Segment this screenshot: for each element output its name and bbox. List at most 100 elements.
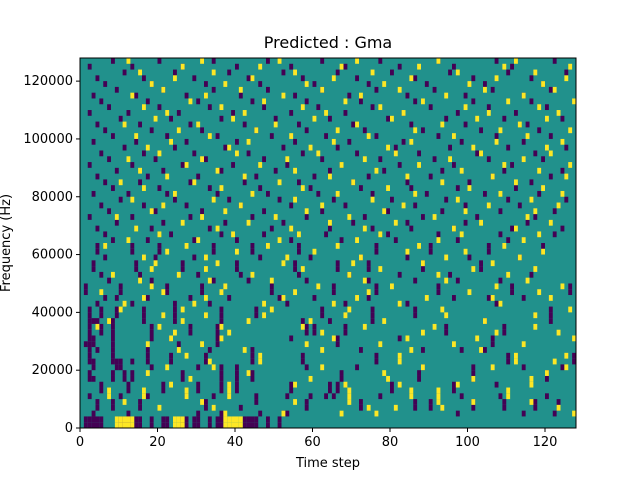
heatmap-cell-high bbox=[378, 341, 383, 348]
heatmap-cell-high bbox=[421, 329, 425, 336]
heatmap-cell-low bbox=[138, 422, 142, 428]
heatmap-cell-high bbox=[401, 110, 406, 116]
heatmap-cell-high bbox=[138, 277, 142, 284]
heatmap-cell-high bbox=[568, 127, 573, 134]
heatmap-cell-low bbox=[300, 150, 305, 157]
heatmap-cell-low bbox=[293, 92, 297, 99]
heatmap-cell-high bbox=[142, 387, 146, 394]
heatmap-cell-low bbox=[114, 86, 119, 93]
heatmap-cell-low bbox=[130, 63, 135, 70]
heatmap-cell-high bbox=[157, 323, 162, 330]
heatmap-cell-low bbox=[153, 254, 158, 261]
heatmap-cell-high bbox=[362, 323, 367, 330]
heatmap-cell-low bbox=[235, 364, 239, 371]
heatmap-cell-low bbox=[560, 225, 565, 232]
heatmap-cell-high bbox=[258, 358, 263, 365]
heatmap-cell-high bbox=[173, 190, 177, 197]
heatmap-cell-low bbox=[219, 306, 224, 313]
heatmap-cell-low bbox=[118, 393, 123, 400]
heatmap-cell-high bbox=[118, 416, 123, 423]
heatmap-cell-low bbox=[246, 150, 251, 157]
heatmap-cell-low bbox=[192, 150, 197, 157]
heatmap-cell-low bbox=[304, 404, 309, 411]
heatmap-cell-high bbox=[401, 202, 406, 209]
heatmap-cell-high bbox=[200, 156, 204, 163]
heatmap-cell-high bbox=[204, 254, 208, 261]
heatmap-cell-low bbox=[521, 364, 526, 371]
heatmap-cell-low bbox=[204, 352, 208, 359]
heatmap-cell-low bbox=[428, 404, 433, 411]
heatmap-cell-low bbox=[502, 323, 507, 330]
heatmap-cell-low bbox=[238, 92, 243, 99]
heatmap-cell-low bbox=[118, 358, 123, 365]
heatmap-cell-high bbox=[180, 63, 185, 70]
heatmap-cell-low bbox=[331, 283, 336, 290]
heatmap-cell-low bbox=[111, 329, 115, 336]
heatmap-cell-high bbox=[258, 162, 263, 168]
heatmap-cell-low bbox=[95, 225, 100, 232]
heatmap-cell-high bbox=[169, 335, 173, 342]
heatmap-cell-low bbox=[525, 219, 530, 226]
plot-frame bbox=[79, 57, 577, 429]
heatmap-cell-high bbox=[238, 202, 243, 209]
heatmap-cell-high bbox=[514, 179, 518, 186]
chart-title: Predicted : Gma bbox=[264, 33, 392, 52]
heatmap-cell-low bbox=[223, 144, 228, 151]
heatmap-cell-low bbox=[219, 167, 224, 174]
heatmap-cell-low bbox=[413, 404, 418, 411]
heatmap-cell-high bbox=[533, 312, 538, 319]
heatmap-cell-low bbox=[161, 387, 166, 394]
heatmap-cell-low bbox=[227, 196, 232, 203]
heatmap-cell-low bbox=[545, 375, 549, 382]
heatmap-cell-high bbox=[142, 295, 146, 301]
heatmap-cell-high bbox=[545, 144, 549, 151]
heatmap-cell-low bbox=[572, 352, 576, 359]
heatmap-cell-high bbox=[161, 86, 166, 93]
heatmap-cell-low bbox=[149, 323, 154, 330]
heatmap-cell-low bbox=[134, 92, 139, 99]
heatmap-cell-low bbox=[83, 422, 88, 428]
heatmap-cell-low bbox=[180, 370, 185, 376]
heatmap-cell-high bbox=[269, 277, 274, 284]
heatmap-cell-low bbox=[483, 81, 487, 87]
y-tick-label: 120000 bbox=[23, 74, 73, 89]
heatmap-cell-high bbox=[452, 225, 456, 232]
heatmap-cell-low bbox=[343, 300, 348, 307]
heatmap-cell-high bbox=[514, 58, 518, 64]
heatmap-cell-high bbox=[149, 266, 154, 272]
heatmap-cell-low bbox=[99, 422, 104, 428]
heatmap-cell-low bbox=[87, 306, 92, 313]
heatmap-cell-low bbox=[95, 422, 100, 428]
heatmap-cell-low bbox=[107, 156, 111, 163]
heatmap-cell-low bbox=[184, 138, 189, 145]
heatmap-cell-high bbox=[467, 289, 472, 296]
heatmap-cell-low bbox=[440, 208, 445, 215]
heatmap-cell-low bbox=[494, 58, 499, 64]
heatmap-cell-low bbox=[498, 231, 503, 238]
heatmap-cell-low bbox=[118, 289, 123, 296]
heatmap-cell-low bbox=[169, 358, 173, 365]
heatmap-cell-low bbox=[95, 347, 100, 353]
heatmap-cell-high bbox=[184, 393, 189, 400]
heatmap-cell-low bbox=[374, 352, 379, 359]
heatmap-cell-low bbox=[328, 381, 332, 388]
heatmap-cell-high bbox=[533, 266, 538, 272]
heatmap-cell-high bbox=[134, 133, 139, 139]
heatmap-cell-low bbox=[424, 81, 429, 87]
heatmap-cell-high bbox=[211, 69, 216, 76]
heatmap-cell-high bbox=[417, 63, 421, 70]
heatmap-cell-high bbox=[521, 92, 526, 99]
heatmap-cell-low bbox=[548, 312, 553, 319]
heatmap-cell-high bbox=[347, 306, 352, 313]
heatmap-cell-low bbox=[409, 225, 414, 232]
heatmap-cell-low bbox=[510, 225, 514, 232]
heatmap-cell-high bbox=[548, 150, 553, 157]
heatmap-cell-low bbox=[552, 208, 557, 215]
heatmap-cell-low bbox=[304, 399, 309, 405]
heatmap-cell-low bbox=[173, 306, 177, 313]
heatmap-cell-low bbox=[254, 173, 259, 180]
heatmap-cell-high bbox=[293, 289, 297, 296]
heatmap-cell-low bbox=[165, 416, 170, 423]
heatmap-cell-high bbox=[277, 58, 282, 64]
heatmap-cell-high bbox=[312, 115, 317, 122]
